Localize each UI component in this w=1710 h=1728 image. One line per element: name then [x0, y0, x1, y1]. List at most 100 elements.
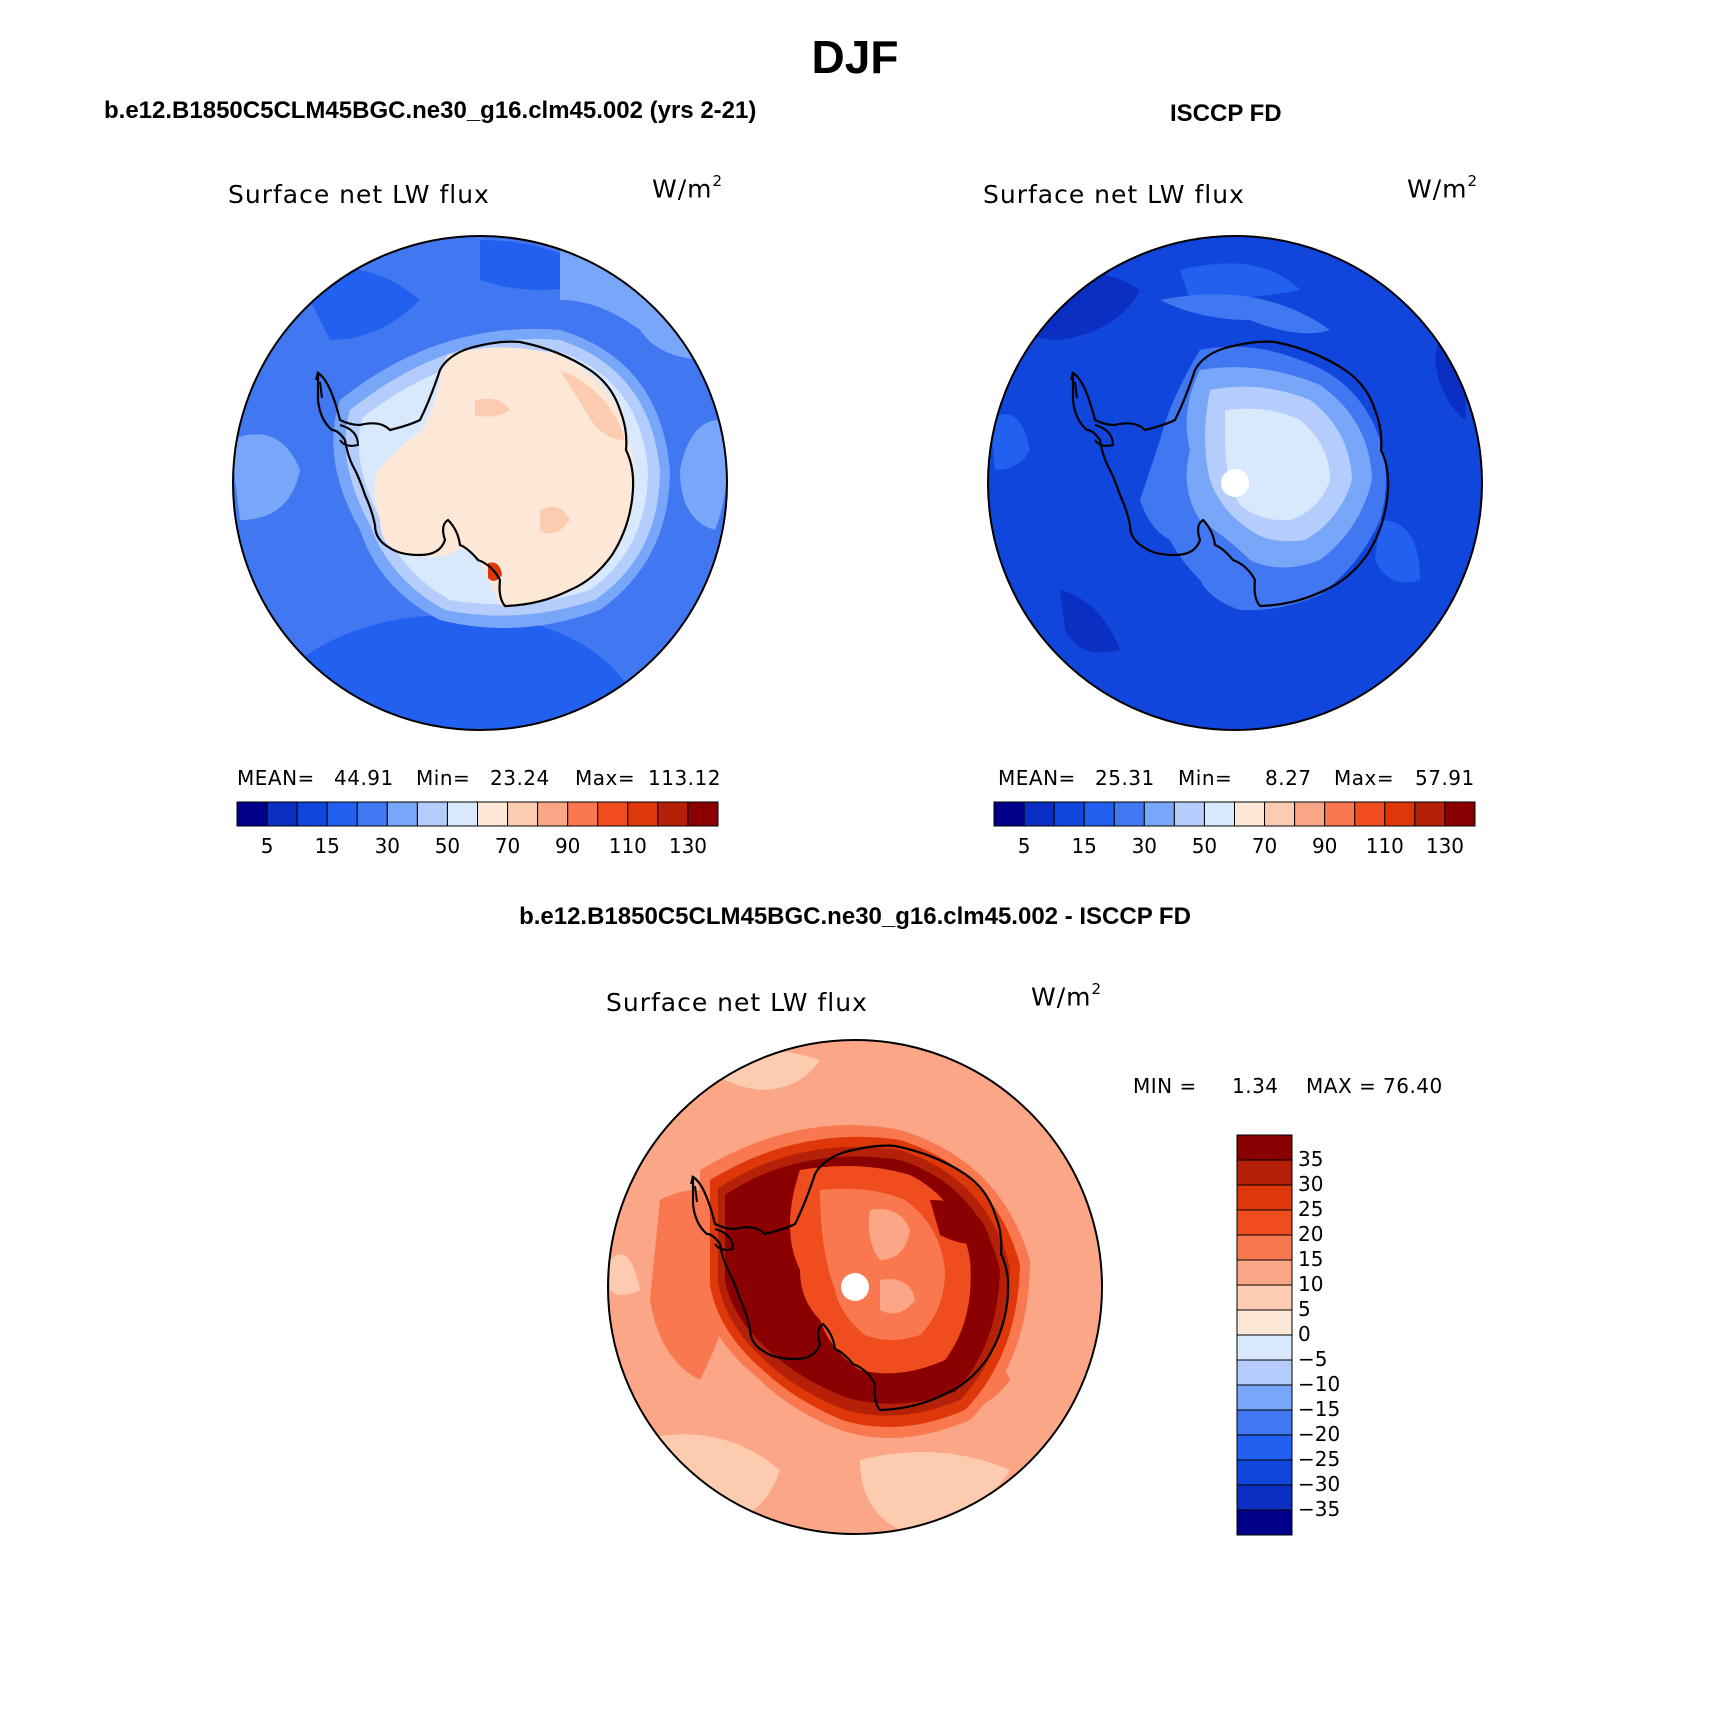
diff-colorbar-swatch	[1236, 1259, 1293, 1286]
diff-contour-patch	[868, 1209, 910, 1260]
model-max-value: 113.12	[648, 766, 721, 790]
obs-colorbar-tick-label: 15	[1071, 834, 1097, 858]
model-colorbar-swatch	[507, 801, 539, 827]
obs-colorbar-swatch	[1234, 801, 1266, 827]
diff-coastline-detail	[690, 1175, 698, 1203]
obs-contour-patch	[1435, 330, 1466, 420]
model-coastline	[316, 340, 635, 608]
obs-colorbar-swatch	[1053, 801, 1085, 827]
diff-max-label: MAX =	[1306, 1074, 1377, 1098]
obs-colorbar-swatch	[1264, 801, 1296, 827]
obs-colorbar-swatch	[1023, 801, 1055, 827]
diff-colorbar-tick-label: −5	[1298, 1347, 1328, 1371]
diff-colorbar-swatch	[1236, 1409, 1293, 1436]
model-colorbar-swatch	[537, 801, 569, 827]
obs-colorbar-tick-label: 5	[1017, 834, 1031, 858]
model-colorbar-swatch	[326, 801, 358, 827]
diff-colorbar-tick-label: 0	[1298, 1322, 1311, 1346]
model-map	[232, 235, 728, 731]
diff-colorbar-tick-label: −25	[1298, 1447, 1341, 1471]
obs-max-label: Max=	[1334, 766, 1395, 790]
diff-map-border	[607, 1039, 1103, 1535]
diff-contour-patch	[610, 1254, 640, 1295]
diff-colorbar-swatch	[1236, 1159, 1293, 1186]
diff-map	[607, 1039, 1103, 1535]
model-colorbar-swatch	[567, 801, 599, 827]
diff-coastline	[691, 1144, 1010, 1412]
diff-colorbar-tick-label: −10	[1298, 1372, 1341, 1396]
model-colorbar-swatch	[236, 801, 268, 827]
model-contour-patch	[560, 370, 625, 440]
diff-colorbar-swatch	[1236, 1284, 1293, 1311]
model-colorbar-tick-label: 130	[668, 834, 708, 858]
obs-colorbar-swatch	[1294, 801, 1326, 827]
diff-colorbar-swatch	[1236, 1459, 1293, 1486]
diff-panel-title: b.e12.B1850C5CLM45BGC.ne30_g16.clm45.002…	[519, 903, 1191, 930]
obs-min-value: 8.27	[1265, 766, 1312, 790]
model-colorbar-swatch	[266, 801, 298, 827]
model-mean-value: 44.91	[334, 766, 394, 790]
diff-colorbar-tick-label: −30	[1298, 1472, 1341, 1496]
model-max-label: Max=	[575, 766, 636, 790]
obs-colorbar-tick-label: 90	[1311, 834, 1338, 858]
diff-colorbar-swatch	[1236, 1484, 1293, 1511]
diff-contour-patch	[860, 1452, 1010, 1530]
obs-colorbar-tick-label: 130	[1425, 834, 1465, 858]
diff-contour-patch	[880, 1279, 915, 1314]
obs-units: W/m2	[1407, 172, 1479, 204]
model-colorbar-tick-label: 50	[434, 834, 461, 858]
diff-min-label: MIN =	[1133, 1074, 1197, 1098]
model-map-border	[232, 235, 728, 731]
diff-colorbar-swatch	[1236, 1359, 1293, 1386]
diff-colorbar-tick-label: 25	[1298, 1197, 1324, 1221]
obs-colorbar-swatch	[1173, 801, 1205, 827]
model-antarctica-field	[374, 347, 635, 606]
diff-colorbar-swatch	[1236, 1134, 1293, 1161]
diff-colorbar-swatch	[1236, 1334, 1293, 1361]
diff-contour-patch	[930, 1200, 990, 1244]
obs-contour-patch	[1375, 520, 1420, 583]
model-variable-label: Surface net LW flux	[228, 180, 490, 209]
model-colorbar-swatch	[597, 801, 629, 827]
model-colorbar-tick-label: 70	[494, 834, 521, 858]
obs-contour-patch	[1060, 590, 1120, 653]
obs-map-border	[987, 235, 1483, 731]
model-contour-patch	[680, 420, 727, 530]
model-colorbar-swatch	[386, 801, 418, 827]
diff-units: W/m2	[1031, 980, 1103, 1012]
diff-colorbar-tick-label: −15	[1298, 1397, 1341, 1421]
obs-map	[987, 235, 1483, 731]
model-colorbar-swatch	[477, 801, 509, 827]
obs-mean-label: MEAN=	[998, 766, 1076, 790]
figure-title: DJF	[811, 31, 899, 83]
model-contour-patch	[540, 506, 570, 534]
diff-colorbar-tick-label: 5	[1298, 1297, 1311, 1321]
diff-colorbar-swatch	[1236, 1184, 1293, 1211]
model-colorbar-swatch	[687, 801, 719, 827]
model-colorbar-swatch	[627, 801, 659, 827]
diff-colorbar-tick-label: 20	[1298, 1222, 1324, 1246]
obs-contour-band	[1225, 408, 1330, 521]
model-colorbar-tick-label: 110	[608, 834, 647, 858]
model-units: W/m2	[652, 172, 724, 204]
obs-pole-mask	[1221, 469, 1249, 497]
diff-max-value: 76.40	[1383, 1074, 1443, 1098]
model-contour-patch	[560, 250, 710, 360]
obs-variable-label: Surface net LW flux	[983, 180, 1245, 209]
diff-colorbar-swatch	[1236, 1209, 1293, 1236]
model-colorbar-tick-label: 90	[554, 834, 581, 858]
model-colorbar-swatch	[296, 801, 328, 827]
model-colorbar-tick-label: 15	[314, 834, 340, 858]
diff-min-value: 1.34	[1232, 1074, 1279, 1098]
diff-colorbar-swatch	[1236, 1234, 1293, 1261]
diff-contour-band	[820, 1188, 945, 1340]
obs-contour-patch	[1160, 294, 1330, 334]
obs-colorbar-swatch	[1444, 801, 1476, 827]
obs-colorbar-swatch	[1414, 801, 1446, 827]
model-colorbar-swatch	[657, 801, 689, 827]
obs-contour-patch	[990, 414, 1030, 470]
obs-coastline-detail	[1094, 424, 1115, 447]
diff-colorbar-swatch	[1236, 1384, 1293, 1411]
diff-colorbar-tick-label: 10	[1298, 1272, 1324, 1296]
